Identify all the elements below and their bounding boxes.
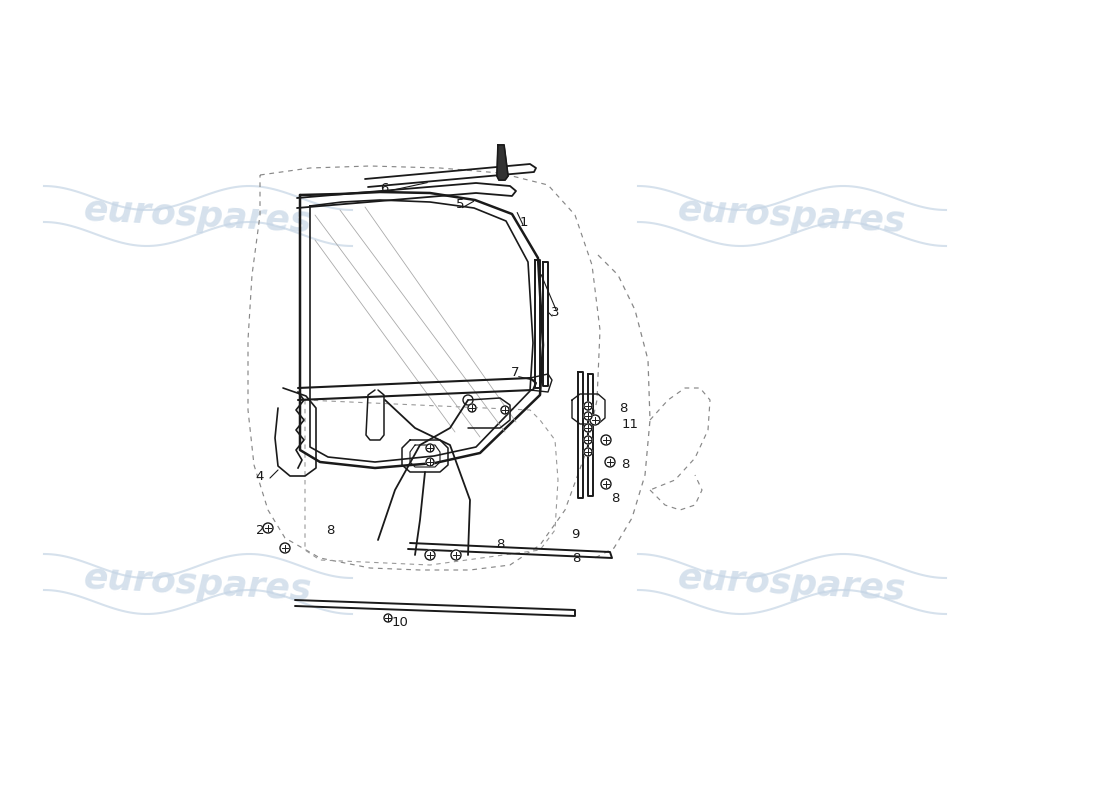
Circle shape	[584, 448, 592, 456]
Circle shape	[601, 479, 610, 489]
Polygon shape	[497, 145, 508, 180]
Text: 8: 8	[619, 402, 627, 414]
Circle shape	[263, 523, 273, 533]
Text: 5: 5	[455, 198, 464, 211]
Text: eurospares: eurospares	[676, 561, 908, 607]
Text: 9: 9	[571, 529, 580, 542]
Text: 6: 6	[379, 182, 388, 194]
Text: 8: 8	[572, 551, 580, 565]
Text: eurospares: eurospares	[82, 561, 314, 607]
Circle shape	[590, 415, 600, 425]
Circle shape	[584, 402, 592, 410]
Text: 1: 1	[519, 217, 528, 230]
Circle shape	[425, 550, 435, 560]
Text: 11: 11	[621, 418, 638, 431]
Circle shape	[605, 457, 615, 467]
Circle shape	[584, 412, 592, 420]
Circle shape	[584, 424, 592, 432]
Text: 10: 10	[392, 615, 408, 629]
Text: 8: 8	[326, 523, 334, 537]
Text: 8: 8	[620, 458, 629, 471]
Text: 8: 8	[496, 538, 504, 551]
Circle shape	[468, 404, 476, 412]
Text: 4: 4	[256, 470, 264, 482]
Circle shape	[601, 435, 610, 445]
Circle shape	[280, 543, 290, 553]
Circle shape	[426, 444, 434, 452]
Text: eurospares: eurospares	[82, 193, 314, 239]
Text: 3: 3	[551, 306, 559, 318]
Circle shape	[451, 550, 461, 560]
Text: 2: 2	[255, 523, 264, 537]
Text: eurospares: eurospares	[676, 193, 908, 239]
Circle shape	[500, 406, 509, 414]
Text: 7: 7	[510, 366, 519, 378]
Circle shape	[426, 458, 434, 466]
Text: 8: 8	[610, 491, 619, 505]
Circle shape	[584, 436, 592, 444]
Circle shape	[384, 614, 392, 622]
